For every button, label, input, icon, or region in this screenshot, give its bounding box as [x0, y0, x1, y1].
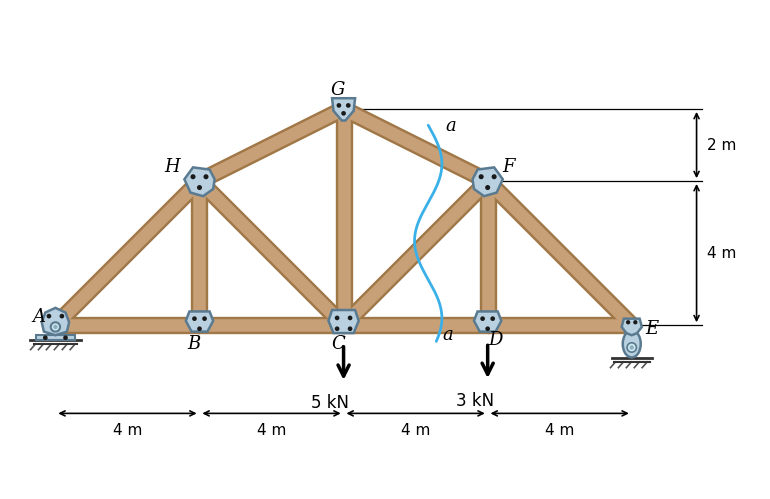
Text: 2 m: 2 m — [707, 138, 736, 153]
Polygon shape — [474, 311, 501, 332]
Text: H: H — [165, 158, 180, 176]
Circle shape — [479, 174, 484, 179]
Circle shape — [47, 314, 52, 318]
Circle shape — [190, 174, 196, 179]
Circle shape — [53, 325, 58, 329]
Polygon shape — [473, 167, 503, 196]
Text: C: C — [331, 335, 345, 353]
Text: D: D — [488, 331, 503, 349]
Circle shape — [348, 326, 353, 331]
Text: E: E — [645, 320, 658, 338]
Text: 4 m: 4 m — [707, 246, 736, 260]
Circle shape — [197, 326, 202, 331]
Polygon shape — [35, 335, 75, 340]
Text: 4 m: 4 m — [545, 424, 574, 439]
Circle shape — [203, 174, 209, 179]
Circle shape — [59, 314, 64, 318]
Circle shape — [335, 315, 340, 320]
Circle shape — [485, 326, 490, 331]
Circle shape — [630, 345, 634, 350]
Ellipse shape — [623, 330, 641, 357]
Circle shape — [192, 316, 197, 321]
Circle shape — [43, 335, 48, 340]
Circle shape — [346, 103, 350, 108]
Circle shape — [485, 185, 490, 190]
Text: 3 kN: 3 kN — [456, 392, 494, 410]
Circle shape — [335, 326, 340, 331]
Circle shape — [203, 316, 207, 321]
Circle shape — [63, 335, 68, 340]
Text: F: F — [502, 158, 515, 176]
Text: a: a — [443, 326, 454, 344]
Circle shape — [490, 316, 495, 321]
Polygon shape — [329, 310, 359, 333]
Text: B: B — [187, 335, 201, 353]
Circle shape — [626, 320, 631, 324]
Circle shape — [197, 185, 202, 190]
Circle shape — [627, 343, 637, 352]
Circle shape — [336, 103, 341, 108]
Circle shape — [480, 316, 485, 321]
Text: A: A — [32, 308, 45, 326]
Text: 5 kN: 5 kN — [311, 394, 349, 412]
Polygon shape — [186, 311, 213, 332]
Text: 4 m: 4 m — [112, 424, 142, 439]
Circle shape — [51, 322, 60, 332]
Text: a: a — [445, 117, 456, 135]
Polygon shape — [184, 167, 215, 196]
Polygon shape — [332, 98, 355, 121]
Circle shape — [341, 111, 346, 116]
Circle shape — [491, 174, 497, 179]
Text: G: G — [331, 81, 346, 99]
Polygon shape — [621, 319, 642, 335]
Text: 4 m: 4 m — [257, 424, 286, 439]
Circle shape — [633, 320, 638, 324]
Circle shape — [348, 315, 353, 320]
Text: 4 m: 4 m — [401, 424, 430, 439]
Polygon shape — [42, 308, 69, 335]
